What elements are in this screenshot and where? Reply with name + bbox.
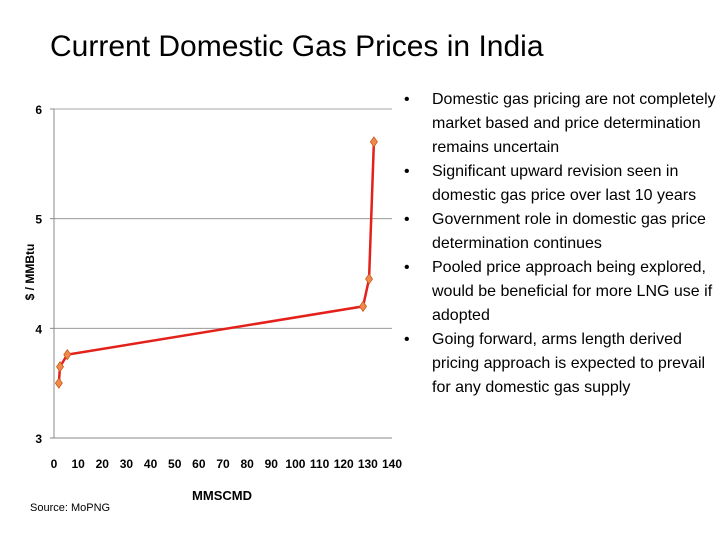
data-point-marker — [369, 136, 378, 148]
x-tick-label: 100 — [285, 457, 305, 471]
price-line — [57, 141, 376, 384]
bullet-item: • Government role in domestic gas price d… — [402, 208, 720, 256]
y-tick-labels: 3 4 5 6 — [35, 103, 54, 446]
x-tick-label: 90 — [265, 457, 279, 471]
bullet-text: Significant upward revision seen in dome… — [432, 163, 697, 204]
x-tick-label: 80 — [240, 457, 254, 471]
x-tick-label: 110 — [310, 457, 330, 471]
y-tick-label: 4 — [35, 322, 42, 336]
page-title: Current Domestic Gas Prices in India — [50, 30, 544, 63]
bullet-dot: • — [404, 163, 410, 180]
bullet-item: • Pooled price approach being explored, w… — [402, 256, 720, 328]
x-tick-label: 20 — [96, 457, 110, 471]
x-tick-label: 30 — [120, 457, 134, 471]
x-tick-label: 50 — [168, 457, 182, 471]
bullet-item: • Domestic gas pricing are not completely… — [402, 88, 720, 160]
x-tick-label: 0 — [51, 457, 58, 471]
bullet-dot: • — [404, 331, 410, 348]
x-tick-labels: 0 10 20 30 40 50 60 70 80 90 100 110 120 130 140 — [51, 457, 403, 471]
x-tick-label: 130 — [358, 457, 378, 471]
bullet-text: Government role in domestic gas price de… — [432, 211, 706, 252]
bullet-item: • Going forward, arms length derived pric… — [402, 328, 720, 400]
bullet-text: Going forward, arms length derived prici… — [432, 331, 706, 396]
bullet-list: • Domestic gas pricing are not completely… — [402, 88, 720, 400]
x-tick-label: 120 — [334, 457, 354, 471]
data-point-marker — [56, 361, 65, 373]
y-axis-label: $ / MMBtu — [23, 244, 37, 301]
bullet-text: Domestic gas pricing are not completely … — [432, 91, 716, 156]
data-point-marker — [359, 300, 368, 313]
y-tick-label: 6 — [35, 103, 42, 117]
y-tick-label: 5 — [35, 213, 42, 227]
source-note: Source: MoPNG — [30, 502, 111, 514]
x-tick-label: 10 — [71, 457, 85, 471]
x-tick-label: 70 — [216, 457, 230, 471]
bullet-item: • Significant upward revision seen in dom… — [402, 160, 720, 208]
data-point-marker — [365, 273, 374, 285]
data-point-marker — [63, 348, 72, 361]
x-axis-label: MMSCMD — [192, 488, 252, 503]
grid-lines — [54, 108, 392, 329]
bullet-dot: • — [404, 211, 410, 228]
data-markers — [54, 136, 378, 389]
x-tick-label: 40 — [144, 457, 158, 471]
x-tick-label: 60 — [192, 457, 206, 471]
x-tick-label: 140 — [382, 457, 402, 471]
bullet-dot: • — [404, 259, 410, 276]
bullet-dot: • — [404, 91, 410, 108]
data-point-marker — [54, 377, 63, 389]
y-tick-label: 3 — [35, 432, 42, 446]
bullet-text: Pooled price approach being explored, wo… — [432, 259, 713, 324]
